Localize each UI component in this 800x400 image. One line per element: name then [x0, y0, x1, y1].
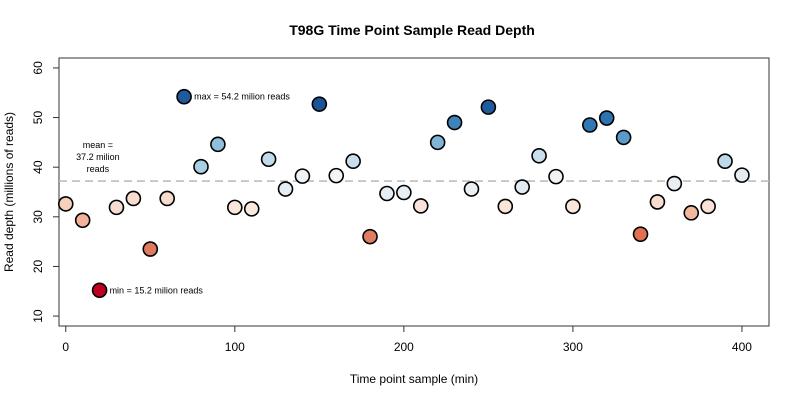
x-axis-label: Time point sample (min) [350, 372, 478, 386]
data-point [328, 167, 345, 184]
x-tick-label: 100 [225, 340, 245, 354]
data-point [700, 198, 716, 215]
data-point [429, 134, 446, 151]
data-point [666, 175, 683, 192]
y-tick-label: 10 [31, 309, 45, 323]
data-point [294, 168, 311, 184]
data-point [108, 199, 125, 216]
x-tick-label: 300 [563, 340, 583, 354]
y-tick-label: 40 [31, 160, 45, 174]
y-axis-label: Read depth (millions of reads) [2, 112, 16, 272]
data-point [57, 196, 74, 212]
data-point [463, 181, 480, 197]
min-annotation: min = 15.2 milion reads [110, 285, 204, 295]
data-point [548, 168, 564, 185]
y-axis: 10 20 30 40 50 60 [31, 61, 59, 323]
data-point [598, 110, 615, 126]
data-point [379, 185, 395, 202]
data-points [57, 88, 750, 299]
data-point [497, 198, 514, 215]
data-point [362, 228, 378, 245]
data-point [649, 194, 666, 210]
y-tick-label: 50 [31, 111, 45, 125]
data-point [582, 117, 598, 133]
data-point [615, 129, 632, 146]
data-point [446, 114, 463, 131]
y-tick-label: 60 [31, 61, 45, 75]
data-point [125, 190, 142, 207]
data-point [514, 179, 530, 195]
mean-annotation-line1: mean = [83, 140, 113, 150]
x-tick-label: 400 [732, 340, 752, 354]
data-point [260, 151, 277, 168]
x-tick-label: 200 [394, 340, 414, 354]
data-point [193, 158, 209, 175]
data-point [412, 198, 429, 214]
data-point [345, 153, 361, 170]
data-point [210, 136, 226, 153]
chart-title: T98G Time Point Sample Read Depth [289, 22, 535, 38]
mean-annotation-line2: 37.2 milion [76, 152, 120, 162]
data-point [227, 199, 243, 216]
data-point [396, 184, 412, 201]
data-point [480, 99, 497, 115]
data-point [91, 282, 108, 299]
data-point [632, 226, 649, 242]
max-annotation: max = 54.2 milion reads [194, 92, 290, 102]
plot-area [58, 57, 770, 327]
mean-annotation-line3: reads [87, 164, 110, 174]
data-point [277, 181, 294, 197]
data-point [176, 88, 192, 105]
x-tick-label: 0 [62, 340, 69, 354]
data-point [311, 96, 328, 112]
data-point [734, 167, 750, 183]
data-point [159, 190, 175, 207]
data-point [243, 201, 260, 217]
x-axis: 0 100 200 300 400 [62, 326, 752, 354]
data-point [531, 147, 547, 164]
data-point [683, 205, 700, 221]
y-tick-label: 30 [31, 210, 45, 224]
data-point [142, 241, 159, 257]
data-point [565, 198, 581, 215]
data-point [717, 153, 733, 170]
data-point [74, 212, 91, 229]
y-tick-label: 20 [31, 259, 45, 273]
annotations: max = 54.2 milion reads min = 15.2 milion… [76, 92, 290, 296]
